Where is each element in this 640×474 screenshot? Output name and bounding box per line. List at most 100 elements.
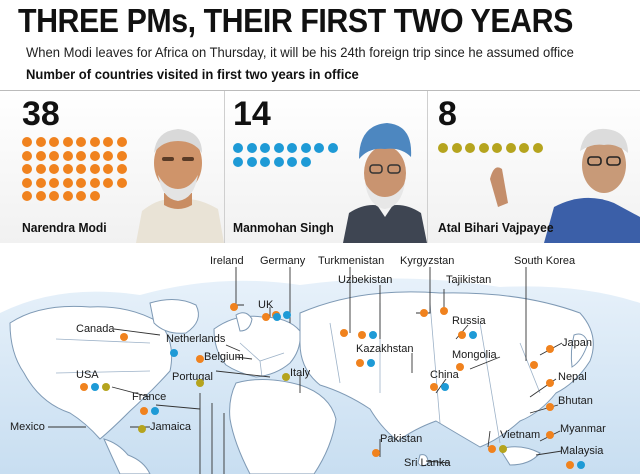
name-singh: Manmohan Singh: [233, 220, 334, 235]
country-dot-modi: [103, 150, 113, 161]
visit-dot-modi: [420, 309, 428, 317]
country-label-nepal: Nepal: [558, 371, 587, 383]
country-label-ireland: Ireland: [210, 255, 244, 267]
country-dot-modi: [116, 137, 127, 147]
visit-dot-modi: [440, 307, 448, 315]
country-label-uzbekistan: Uzbekistan: [338, 274, 393, 286]
chart-subtitle: When Modi leaves for Africa on Thursday,…: [26, 44, 574, 60]
country-dot-modi: [76, 137, 86, 147]
country-dot-modi: [76, 177, 86, 188]
world-map: Ireland Germany Turkmenistan Kyrgyzstan Sout…: [0, 243, 640, 474]
visit-dot-modi: [120, 333, 128, 341]
country-label-sri-lanka: Sri Lanka: [404, 457, 451, 469]
country-label-canada: Canada: [76, 323, 115, 335]
country-dot-modi: [103, 164, 113, 174]
visit-dot-singh: [91, 383, 99, 391]
country-dot-modi: [116, 177, 127, 188]
country-dot-modi: [103, 137, 113, 147]
country-label-pakistan: Pakistan: [380, 433, 423, 445]
country-label-italy: Italy: [290, 367, 311, 379]
visit-dot-modi: [80, 383, 88, 391]
divider: [427, 91, 428, 243]
country-dot-modi: [49, 150, 59, 161]
country-dot-modi: [89, 137, 100, 147]
country-dot-vajpayee: [478, 143, 489, 153]
country-label-myanmar: Myanmar: [560, 423, 606, 435]
country-dot-singh: [246, 143, 257, 153]
visit-dot-modi: [230, 303, 238, 311]
visit-dot-vajpayee: [138, 425, 146, 433]
visit-dot-singh: [469, 331, 477, 339]
country-dot-modi: [62, 177, 73, 188]
visit-dot-vajpayee: [102, 383, 110, 391]
country-dot-singh: [260, 143, 270, 153]
country-label-china: China: [430, 369, 459, 381]
visit-dot-modi: [358, 331, 366, 339]
visit-dot-modi: [546, 379, 554, 387]
modi-portrait: [136, 129, 224, 243]
visit-dot-modi: [356, 359, 364, 367]
count-singh: 14: [233, 95, 271, 133]
country-dot-singh: [300, 156, 311, 167]
country-dot-vajpayee: [505, 143, 516, 153]
country-dot-modi: [49, 191, 59, 201]
country-dot-modi: [89, 191, 100, 201]
country-label-belgium: Belgium: [204, 351, 244, 363]
visit-dot-modi: [458, 331, 466, 339]
world-map-shapes: [0, 243, 640, 474]
visit-dot-vajpayee: [499, 445, 507, 453]
metric-label: Number of countries visited in first two…: [26, 66, 359, 82]
country-dot-modi: [35, 164, 46, 174]
country-dot-singh: [260, 156, 270, 167]
count-vajpayee: 8: [438, 95, 457, 133]
country-dot-modi: [76, 191, 86, 201]
visit-dot-modi: [530, 361, 538, 369]
country-label-uk: UK: [258, 299, 274, 311]
country-label-netherlands: Netherlands: [166, 333, 226, 345]
country-label-malaysia: Malaysia: [560, 445, 604, 457]
country-dot-singh: [287, 143, 297, 153]
visit-dot-singh: [369, 331, 377, 339]
country-label-japan: Japan: [562, 337, 592, 349]
name-vajpayee: Atal Bihari Vajpayee: [438, 220, 554, 235]
visit-dot-singh: [170, 349, 178, 357]
visit-dot-modi: [456, 363, 464, 371]
singh-portrait: [343, 123, 427, 243]
country-dot-singh: [314, 143, 324, 153]
pm-panel-vajpayee: 8 Atal Bihari Vajpayee: [428, 91, 640, 243]
visit-dot-modi: [340, 329, 348, 337]
visit-dot-modi: [372, 449, 380, 457]
visit-dot-modi: [488, 445, 496, 453]
vajpayee-portrait: [490, 128, 640, 243]
country-dot-modi: [35, 177, 46, 188]
visit-dot-singh: [367, 359, 375, 367]
country-label-russia: Russia: [452, 315, 486, 327]
country-label-kyrgyzstan: Kyrgyzstan: [400, 255, 455, 267]
country-label-france: France: [132, 391, 167, 403]
country-dot-singh: [246, 156, 257, 167]
country-dot-modi: [35, 150, 46, 161]
country-dot-singh: [233, 156, 243, 167]
leader-lines: [48, 267, 563, 474]
country-dot-singh: [273, 143, 284, 153]
country-label-south-korea: South Korea: [514, 255, 576, 267]
country-label-usa: USA: [76, 369, 99, 381]
visit-dot-modi: [546, 345, 554, 353]
country-label-vietnam: Vietnam: [500, 429, 541, 441]
country-dot-modi: [35, 191, 46, 201]
country-dot-modi: [22, 137, 32, 147]
country-dot-modi: [76, 164, 86, 174]
country-label-turkmenistan: Turkmenistan: [318, 255, 385, 267]
country-label-mexico: Mexico: [10, 421, 45, 433]
visit-dot-modi: [262, 313, 270, 321]
country-label-mongolia: Mongolia: [452, 349, 497, 361]
visit-dot-singh: [441, 383, 449, 391]
country-label-bhutan: Bhutan: [558, 395, 593, 407]
country-dot-modi: [35, 137, 46, 147]
pm-panels: 38 Narendra Modi 14 Manmohan Singh: [0, 90, 640, 243]
visit-dot-singh: [151, 407, 159, 415]
country-label-kazakhstan: Kazakhstan: [356, 343, 414, 355]
visit-dot-modi: [430, 383, 438, 391]
country-dot-modi: [89, 177, 100, 188]
country-dot-modi: [62, 164, 73, 174]
